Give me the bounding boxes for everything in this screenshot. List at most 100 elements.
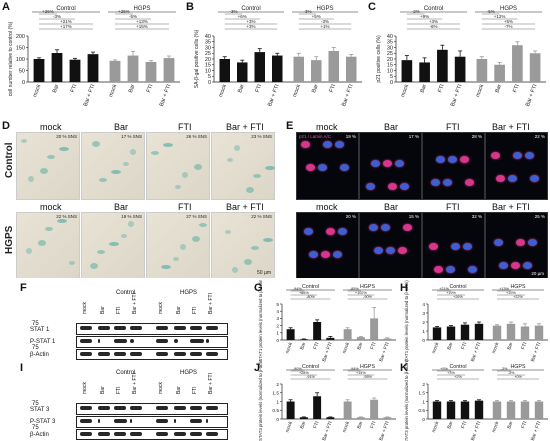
- panel-label-k: K: [400, 362, 408, 374]
- category-label: Bar: [506, 420, 514, 429]
- panel-label-h: H: [400, 282, 408, 294]
- stained-cell: [21, 139, 27, 143]
- stained-cell: [225, 230, 231, 234]
- stained-cell: [234, 145, 240, 151]
- nucleus: [508, 175, 517, 182]
- y-tick-label: 1: [276, 399, 279, 405]
- bar: [326, 417, 335, 419]
- panel-label-c: C: [368, 1, 376, 13]
- protein-band: [190, 351, 202, 356]
- bar: [69, 59, 81, 82]
- stained-cell: [175, 185, 181, 189]
- category-label: mock: [292, 83, 302, 98]
- immunofluorescence-image: 15 %: [359, 212, 422, 278]
- category-label: Bar: [52, 83, 61, 93]
- y-axis-label: p21 positive cells (%): [376, 35, 382, 83]
- stained-cell: [57, 219, 67, 223]
- comparison-label: -2%: [412, 9, 420, 14]
- y-tick-label: 150: [16, 45, 25, 51]
- y-tick-label: 20: [387, 57, 393, 63]
- sns-percentage: 17 % SNS: [121, 134, 142, 139]
- bar: [286, 401, 295, 419]
- y-tick-label: 35: [205, 40, 211, 46]
- nucleus: [388, 183, 397, 190]
- sns-percentage: 22 % SNS: [251, 214, 272, 219]
- bar: [272, 55, 283, 82]
- nucleus: [381, 224, 390, 231]
- bar: [370, 399, 379, 419]
- bar: [383, 417, 392, 419]
- lane-label: Bar: [100, 306, 106, 314]
- d-col-bar-2: Bar: [114, 202, 129, 212]
- lane-label: Bar + FTI: [132, 373, 138, 394]
- nucleus: [443, 179, 452, 186]
- panel-label-e: E: [286, 120, 294, 132]
- nucleus: [309, 251, 318, 258]
- blot-f-row-pstat1: P-STAT 1: [30, 339, 56, 345]
- y-tick-label: 100: [16, 57, 25, 63]
- p21-percentage: 22 %: [534, 134, 545, 139]
- e-col-fti-2: FTI: [446, 202, 460, 212]
- comparison-label: -91%: [306, 375, 315, 379]
- comparison-label: +22%: [513, 295, 523, 299]
- y-tick-label: 10: [205, 68, 211, 74]
- nucleus: [400, 183, 409, 190]
- sns-percentage: 23 % SNS: [251, 134, 272, 139]
- y-tick-label: 15: [387, 63, 393, 69]
- lane-label: Bar + FTI: [208, 373, 214, 394]
- lane-label: Bar + FTI: [208, 293, 214, 314]
- protein-band: [206, 339, 209, 343]
- nucleus: [398, 247, 407, 254]
- nucleus: [463, 243, 472, 250]
- bar: [494, 64, 505, 82]
- protein-band: [130, 326, 142, 330]
- protein-band: [206, 351, 218, 356]
- protein-band: [206, 406, 218, 410]
- blot-i-control: Control: [116, 370, 136, 376]
- lane-label: FTI: [116, 306, 122, 315]
- stained-cell: [128, 221, 134, 227]
- protein-band: [80, 339, 92, 343]
- group-title: HGPS: [133, 6, 150, 12]
- category-label: Bar + FTI: [530, 421, 543, 441]
- stained-cell: [265, 166, 275, 170]
- comparison-label: -3%: [501, 367, 508, 371]
- protein-band: [130, 431, 142, 436]
- nucleus: [436, 156, 445, 163]
- protein-band: [80, 351, 92, 356]
- y-tick-label: 35: [387, 40, 393, 46]
- comparison-label: -3%: [53, 14, 61, 19]
- immunofluorescence-image: 28 %: [422, 132, 485, 200]
- blot-i-mw-top: 75: [32, 401, 39, 407]
- nucleus: [446, 266, 455, 273]
- y-tick-label: 5: [390, 74, 393, 80]
- protein-band: [80, 406, 92, 410]
- category-label: Bar: [419, 83, 428, 93]
- comparison-label: -5%: [129, 14, 137, 19]
- comparison-label: +26%: [453, 295, 463, 299]
- stained-cell: [123, 162, 129, 166]
- group-title: Control: [449, 284, 466, 290]
- protein-band: [206, 419, 208, 423]
- nucleus: [374, 247, 383, 254]
- y-tick-label: 4: [422, 302, 425, 308]
- immunofluorescence-image: 25 % 20 µm: [485, 212, 548, 278]
- bar: [286, 329, 295, 340]
- bar: [127, 55, 139, 82]
- panel-label-g: G: [254, 282, 263, 294]
- e-col-barfti: Bar + FTI: [492, 122, 530, 132]
- protein-band: [190, 419, 202, 423]
- stained-cell: [244, 259, 252, 265]
- y-tick-label: 1.5: [272, 391, 279, 397]
- stained-cell: [69, 261, 75, 265]
- lane-label: mock: [82, 302, 88, 314]
- stained-cell: [246, 187, 254, 193]
- bar: [512, 45, 523, 82]
- protein-band: [98, 431, 110, 436]
- chart-j-pstat3: 0 0.5 1 1.5 2 P-STAT3 protein levels (normali…: [258, 360, 396, 441]
- e-col-mock: mock: [316, 122, 338, 132]
- bar: [383, 338, 392, 340]
- bar: [109, 60, 121, 82]
- chart-k-stat3: 0 0.5 1 1.5 2 STAT3 protein levels (normalize…: [404, 360, 548, 441]
- bar: [474, 400, 484, 419]
